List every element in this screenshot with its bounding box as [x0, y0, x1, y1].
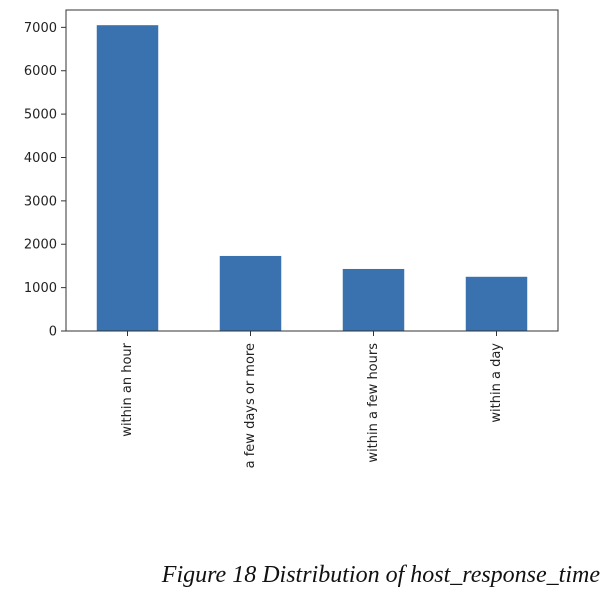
figure-caption: Figure 18 Distribution of host_response_… — [161, 562, 600, 588]
plot-frame — [65, 9, 559, 332]
x-tick-label: within an hour — [120, 342, 135, 436]
x-tick-label: within a day — [489, 343, 504, 423]
y-tick-label: 6000 — [24, 64, 57, 79]
x-tick-label: a few days or more — [243, 343, 258, 468]
x-tick-label: within a few hours — [366, 343, 381, 463]
y-tick-label: 4000 — [24, 151, 57, 166]
y-tick-label: 5000 — [24, 108, 57, 123]
bar — [96, 25, 159, 331]
bar-chart: 0 1000 2000 3000 4000 5000 6000 7000 within an … — [24, 9, 559, 468]
bar — [219, 255, 282, 331]
y-tick-label: 0 — [49, 325, 57, 340]
y-axis: 0 1000 2000 3000 4000 5000 6000 7000 — [24, 21, 66, 340]
bars — [96, 25, 528, 331]
y-tick-label: 1000 — [24, 281, 57, 296]
bar — [465, 276, 528, 331]
x-axis: within an hour a few days or more within a… — [120, 331, 504, 468]
bar — [342, 268, 405, 331]
y-tick-label: 2000 — [24, 238, 57, 253]
y-tick-label: 7000 — [24, 21, 57, 36]
y-tick-label: 3000 — [24, 194, 57, 209]
